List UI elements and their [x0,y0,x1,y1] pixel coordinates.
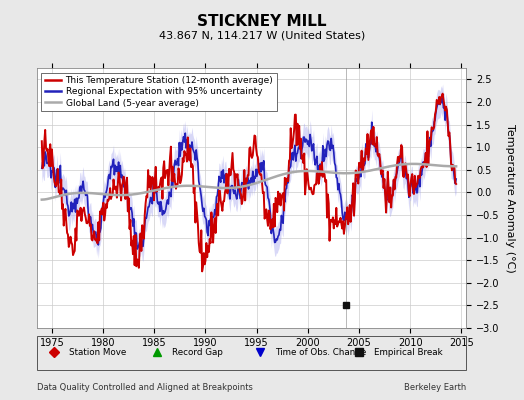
Legend: This Temperature Station (12-month average), Regional Expectation with 95% uncer: This Temperature Station (12-month avera… [41,72,277,111]
Text: Data Quality Controlled and Aligned at Breakpoints: Data Quality Controlled and Aligned at B… [37,383,253,392]
Text: Station Move: Station Move [69,348,126,357]
Text: STICKNEY MILL: STICKNEY MILL [197,14,327,29]
Text: 43.867 N, 114.217 W (United States): 43.867 N, 114.217 W (United States) [159,30,365,40]
Text: Berkeley Earth: Berkeley Earth [404,383,466,392]
Text: Time of Obs. Change: Time of Obs. Change [275,348,366,357]
Text: Empirical Break: Empirical Break [374,348,443,357]
Text: Record Gap: Record Gap [172,348,223,357]
Y-axis label: Temperature Anomaly (°C): Temperature Anomaly (°C) [505,124,515,272]
